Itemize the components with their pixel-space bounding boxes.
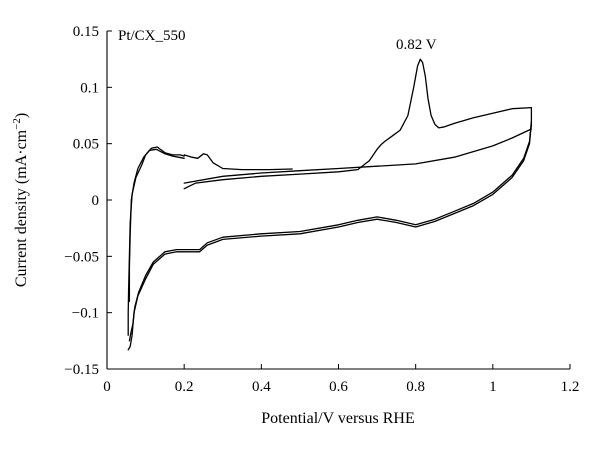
y-tick-label: 0.1 [80,80,99,96]
y-tick-label: −0.15 [64,362,99,378]
series-group [127,58,533,351]
cv-curve-segment-6 [128,120,533,342]
y-tick-label: 0 [92,193,100,209]
x-tick-label: 0.6 [329,379,348,395]
x-tick-label: 1 [489,379,497,395]
y-tick-label: −0.05 [64,249,99,265]
cv-curve-segment-7 [183,128,533,184]
y-axis-title: Current density (mA·cm−2) [11,113,30,287]
x-axis-title: Potential/V versus RHE [261,410,414,427]
x-tick-label: 0.8 [406,379,425,395]
x-tick-label: 0.2 [175,379,194,395]
cv-curve-segment-1 [183,153,293,171]
x-tick-label: 1.2 [561,379,580,395]
sample-label: Pt/CX_550 [118,28,186,44]
y-axis-title-sup: −2 [11,118,23,130]
y-tick-label: 0.15 [73,24,99,40]
ticks: 0 0.2 0.4 0.6 0.8 1 1.2 −0.15 −0.1 −0.05 0 0.05 0.1 0… [64,24,579,395]
x-tick-label: 0.4 [252,379,271,395]
cv-curve-segment-5 [127,122,533,351]
peak-label: 0.82 V [396,37,437,53]
x-tick-label: 0 [103,379,111,395]
axes [106,31,570,370]
y-axis-title-main: Current density (mA·cm [13,129,30,287]
y-tick-label: 0.05 [73,137,99,153]
y-tick-label: −0.1 [72,306,99,322]
y-axis-title-close: ) [13,113,30,118]
labels: Potential/V versus RHE Current density (… [11,28,437,427]
cv-curve-segment-4 [183,58,533,190]
cv-curve-segment-3 [128,148,185,303]
